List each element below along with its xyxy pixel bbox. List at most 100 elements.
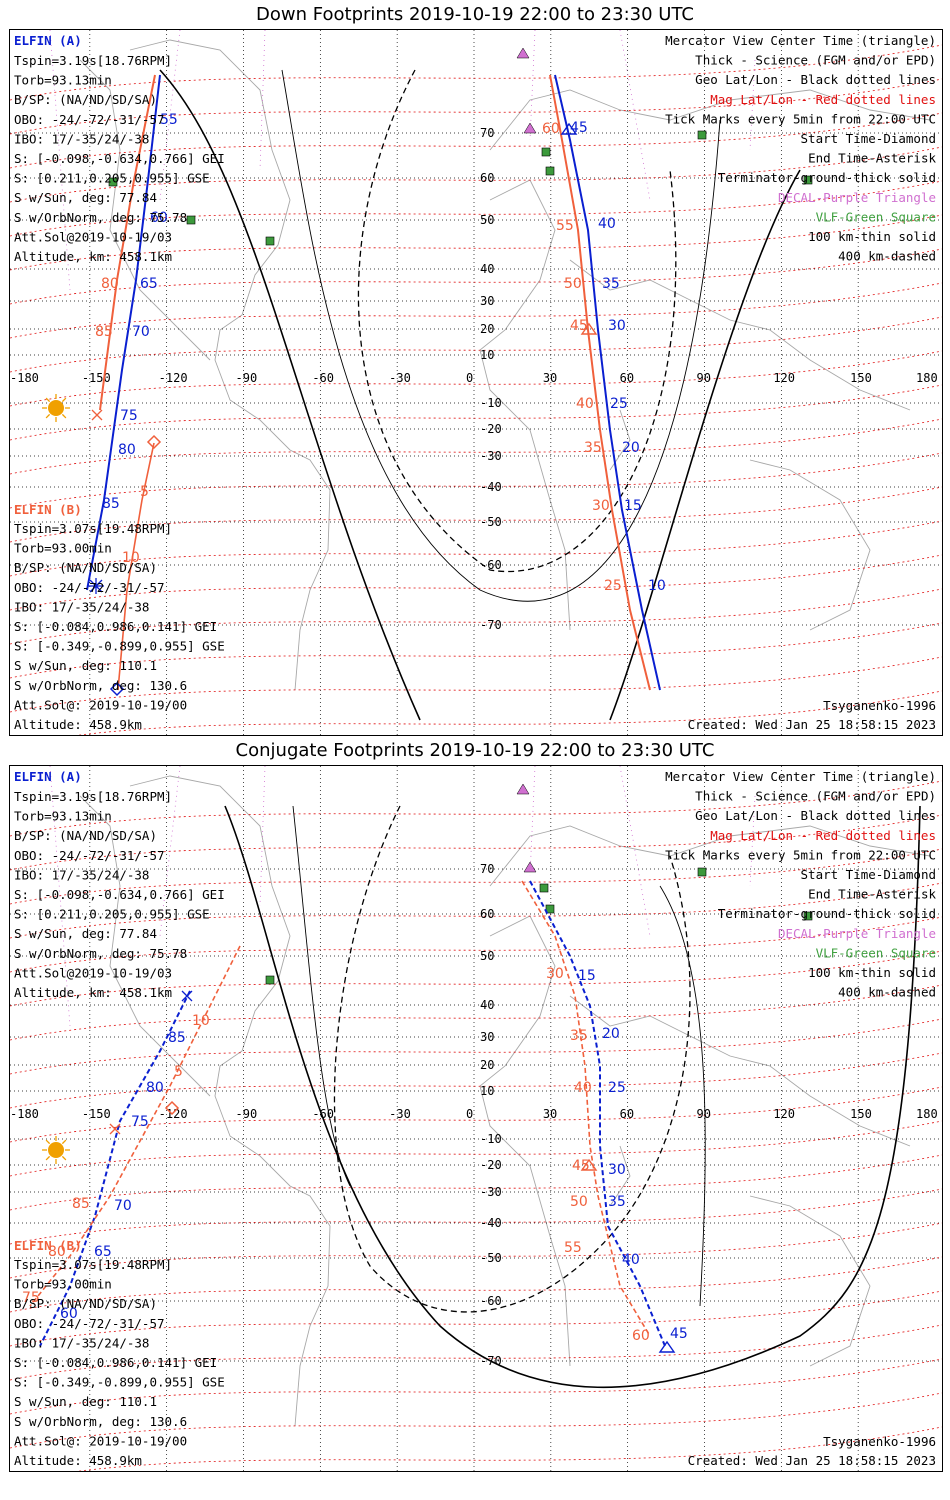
elfin-a-tick-label: 85 bbox=[168, 1030, 186, 1046]
sun-icon bbox=[42, 1136, 70, 1164]
elfin-a-start-diamond bbox=[109, 681, 125, 697]
panel-title-conjugate: Conjugate Footprints 2019-10-19 22:00 to… bbox=[235, 740, 715, 761]
elfin-a-center-triangle bbox=[658, 1340, 676, 1353]
elfin-b-track-west bbox=[99, 74, 156, 411]
lat-label: -30 bbox=[480, 449, 502, 463]
lon-label: -180 bbox=[10, 1107, 39, 1121]
elfin-a-info-line: Tspin=3.19s[18.76RPM] bbox=[14, 789, 172, 804]
mag-parallel bbox=[10, 418, 942, 475]
elfin-b-info-line: OBO: -24/-72/-31/-57 bbox=[14, 1316, 165, 1331]
elfin-a-info-line: S: [-0.098,-0.634,0.766] GEI bbox=[14, 887, 225, 902]
lon-label: 120 bbox=[773, 371, 795, 385]
elfin-a-tick-label: 25 bbox=[610, 396, 628, 412]
panel-title-down: Down Footprints 2019-10-19 22:00 to 23:3… bbox=[256, 4, 694, 25]
geo-grid bbox=[10, 30, 942, 735]
elfin-a-info-line: Tspin=3.19s[18.76RPM] bbox=[14, 53, 172, 68]
elfin-b-tick-label: 80 bbox=[48, 1244, 66, 1260]
lon-label: -120 bbox=[159, 371, 188, 385]
mag-parallel bbox=[10, 588, 942, 645]
elfin-a-tick-label: 70 bbox=[132, 324, 150, 340]
elfin-b-label: ELFIN (B) bbox=[14, 502, 82, 517]
elfin-a-tick-label: 30 bbox=[608, 318, 626, 334]
elfin-b-info-line: IBO: 17/-35/24/-38 bbox=[14, 1335, 149, 1350]
geo-grid bbox=[10, 766, 942, 1471]
elfin-a-tick-label: 15 bbox=[624, 498, 642, 514]
elfin-b-info-line: IBO: 17/-35/24/-38 bbox=[14, 599, 149, 614]
elfin-b-tick-label: 50 bbox=[570, 1194, 588, 1210]
legend-entry: VLF-Green Square bbox=[816, 209, 936, 224]
lat-label: -70 bbox=[480, 618, 502, 632]
elfin-a-tick-label: 80 bbox=[146, 1080, 164, 1096]
elfin-a-end-asterisk bbox=[88, 578, 104, 594]
elfin-b-tick-label: 40 bbox=[574, 1080, 592, 1096]
lat-label: -20 bbox=[480, 422, 502, 436]
lat-label: 60 bbox=[480, 171, 494, 185]
legend-entry: Terminator-ground-thick solid bbox=[718, 906, 936, 921]
mag-meridian bbox=[49, 30, 71, 291]
elfin-b-tick-label: 85 bbox=[95, 324, 113, 340]
vlf-square bbox=[545, 166, 555, 176]
lat-label: 50 bbox=[480, 213, 494, 227]
mag-parallel bbox=[10, 1086, 942, 1143]
ring-400km bbox=[357, 69, 677, 573]
vlf-stations bbox=[265, 867, 813, 985]
elfin-a-tick-label: 20 bbox=[622, 440, 640, 456]
elfin-b-end-asterisk bbox=[91, 409, 103, 421]
mag-parallel bbox=[10, 44, 942, 101]
mag-parallel bbox=[10, 1222, 942, 1279]
legend-entry: VLF-Green Square bbox=[816, 945, 936, 960]
lon-label: -60 bbox=[312, 371, 334, 385]
lat-label: -20 bbox=[480, 1158, 502, 1172]
lon-label: 180 bbox=[916, 1107, 938, 1121]
mag-parallel bbox=[10, 1324, 942, 1381]
elfin-b-tick-label: 5 bbox=[174, 1064, 183, 1080]
elfin-b-info-line: Altitude: 458.9km bbox=[14, 1453, 142, 1468]
vlf-stations bbox=[108, 130, 813, 246]
legend: Mercator View Center Time (triangle) Thic… bbox=[665, 33, 936, 264]
elfin-b-info-line: S: [-0.084,0.986,0.141] GEI bbox=[14, 619, 217, 634]
lat-label: -10 bbox=[480, 1132, 502, 1146]
legend-entry: Mercator View Center Time (triangle) bbox=[665, 33, 936, 48]
lon-label: 90 bbox=[697, 371, 711, 385]
created-timestamp: Created: Wed Jan 25 18:58:15 2023 bbox=[688, 717, 936, 732]
mag-parallel bbox=[10, 882, 942, 939]
legend-entry: Mag Lat/Lon - Red dotted lines bbox=[710, 828, 936, 843]
mag-parallel bbox=[10, 248, 942, 305]
lat-label: -60 bbox=[480, 1294, 502, 1308]
mag-meridian bbox=[749, 795, 756, 887]
elfin-b-tick-label: 35 bbox=[570, 1028, 588, 1044]
terminator-curve bbox=[159, 69, 421, 721]
elfin-a-tick-label: 60 bbox=[60, 1306, 78, 1322]
elfin-b-tick-label: 30 bbox=[592, 498, 610, 514]
elfin-a-label: ELFIN (A) bbox=[14, 33, 82, 48]
mag-meridian bbox=[749, 59, 756, 151]
elfin-b-info-line: B/SP: (NA/ND/SD/SA) bbox=[14, 560, 157, 575]
vlf-square bbox=[265, 236, 275, 246]
sun-icon bbox=[42, 394, 70, 422]
mag-meridian bbox=[159, 30, 181, 201]
mag-parallel bbox=[10, 814, 942, 871]
mag-grid bbox=[10, 780, 942, 1471]
decal-triangle bbox=[516, 47, 530, 59]
elfin-b-info-line: S w/Sun, deg: 110.1 bbox=[14, 658, 157, 673]
lat-label: 60 bbox=[480, 907, 494, 921]
elfin-b-end-asterisk bbox=[109, 1123, 121, 1135]
lat-label: -40 bbox=[480, 1216, 502, 1230]
elfin-a-info-line: S: [0.211,0.205,0.955] GSE bbox=[14, 907, 210, 922]
elfin-b-center-triangle bbox=[580, 1158, 598, 1171]
mag-parallel bbox=[10, 78, 942, 135]
map-panel-down: -180 -150 -120 -90 -60 -30 0 30 60 90 120 150 180 70 6… bbox=[9, 29, 943, 736]
model-label: Tsyganenko-1996 bbox=[823, 698, 936, 713]
lon-label: -90 bbox=[236, 1107, 258, 1121]
lat-label: 20 bbox=[480, 1058, 494, 1072]
ring-100km bbox=[659, 885, 706, 1307]
mag-parallel bbox=[10, 384, 942, 441]
elfin-a-tick-label: 40 bbox=[598, 216, 616, 232]
elfin-a-track-west bbox=[39, 990, 191, 1347]
elfin-a-center-triangle bbox=[560, 122, 578, 135]
elfin-a-info-line: Altitude, km: 458.1km bbox=[14, 249, 172, 264]
elfin-a-tick-label: 30 bbox=[608, 1162, 626, 1178]
mag-parallel bbox=[77, 690, 942, 735]
elfin-b-start-diamond bbox=[164, 1100, 180, 1116]
elfin-a-info: ELFIN (A) Tspin=3.19s[18.76RPM] Torb=93.13… bbox=[14, 769, 225, 1000]
